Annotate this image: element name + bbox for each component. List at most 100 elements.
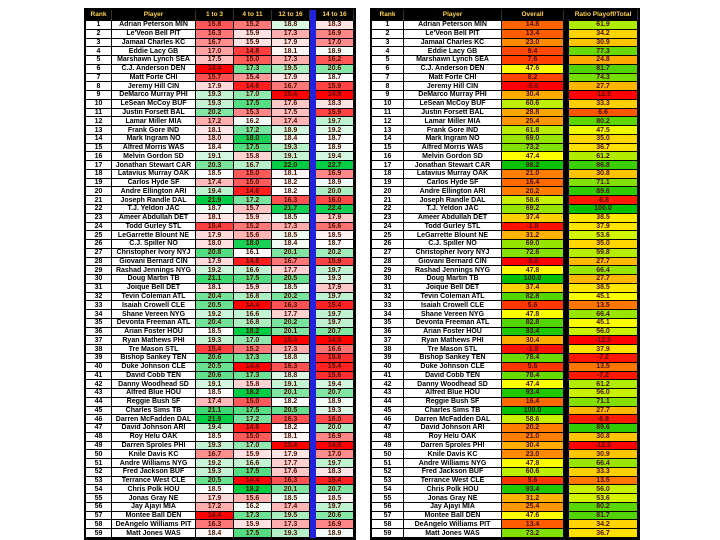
- player-cell: Tevin Coleman ATL: [112, 292, 196, 302]
- value-cell: 22.4: [316, 205, 354, 214]
- player-cell: LeSean McCoy BUF: [404, 99, 502, 109]
- player-cell: Latavius Murray OAK: [112, 169, 196, 179]
- value-cell: 100.0: [502, 406, 564, 416]
- rank-cell: 7: [372, 73, 404, 83]
- separator-bar: [564, 406, 569, 416]
- player-cell: Alfred Morris WAS: [404, 143, 502, 153]
- player-cell: Jeremy Hill CIN: [404, 82, 502, 92]
- value-cell: -12.5: [569, 91, 638, 100]
- separator-bar: [310, 301, 316, 311]
- column-header: Ratio Playoff/Total: [569, 10, 638, 21]
- column-header: Player: [112, 10, 196, 21]
- player-cell: Melvin Gordon SD: [404, 152, 502, 162]
- value-cell: 19.7: [316, 310, 354, 319]
- value-cell: 37.4: [502, 283, 564, 293]
- value-cell: 66.4: [569, 459, 638, 468]
- value-cell: 19.1: [196, 152, 234, 162]
- separator-bar: [564, 353, 569, 363]
- player-cell: DeAngelo Williams PIT: [404, 520, 502, 530]
- value-cell: 15.8: [234, 380, 272, 390]
- rank-cell: 12: [86, 117, 112, 127]
- player-cell: David Cobb TEN: [404, 371, 502, 381]
- rank-cell: 11: [86, 108, 112, 118]
- separator-bar: [564, 196, 569, 206]
- player-cell: Reggie Bush SF: [112, 397, 196, 407]
- value-cell: 82.8: [502, 292, 564, 302]
- value-cell: 30.9: [569, 450, 638, 460]
- value-cell: 18.0: [196, 240, 234, 249]
- player-cell: T.J. Yeldon JAC: [404, 205, 502, 214]
- player-cell: Mark Ingram NO: [112, 134, 196, 144]
- value-cell: 36.7: [569, 529, 638, 538]
- rank-cell: 53: [86, 476, 112, 486]
- player-cell: Charles Sims TB: [404, 406, 502, 416]
- rank-cell: 26: [86, 240, 112, 249]
- value-cell: 17.0: [234, 336, 272, 346]
- separator-bar: [564, 371, 569, 381]
- player-cell: Charles Sims TB: [112, 406, 196, 416]
- value-cell: 17.9: [196, 231, 234, 241]
- column-header: 4 to 11: [234, 10, 272, 21]
- value-cell: 21.9: [196, 196, 234, 206]
- player-cell: Knile Davis KC: [112, 450, 196, 460]
- value-cell: 14.6: [234, 257, 272, 267]
- separator-bar: [310, 380, 316, 390]
- value-cell: 15.2: [234, 222, 272, 232]
- value-cell: 30.4: [502, 441, 564, 451]
- separator-bar: [310, 266, 316, 276]
- separator-bar: [564, 257, 569, 267]
- value-cell: 5.6: [502, 301, 564, 311]
- player-cell: Andre Williams NYG: [404, 459, 502, 468]
- value-cell: 19.4: [316, 380, 354, 390]
- value-cell: 17.9: [316, 283, 354, 293]
- value-cell: 15.6: [234, 494, 272, 503]
- value-cell: 20.1: [272, 389, 310, 398]
- value-cell: 17.0: [316, 38, 354, 48]
- rank-cell: 59: [372, 529, 404, 538]
- value-cell: 15.0: [234, 56, 272, 65]
- value-cell: 100.0: [569, 205, 638, 214]
- value-cell: 19.3: [196, 336, 234, 346]
- value-cell: 21.9: [196, 415, 234, 425]
- value-cell: 8.2: [502, 73, 564, 83]
- value-cell: 47.8: [502, 310, 564, 319]
- separator-bar: [564, 450, 569, 460]
- value-cell: -12.5: [569, 336, 638, 346]
- separator-bar: [310, 108, 316, 118]
- rank-cell: 40: [86, 362, 112, 372]
- value-cell: 61.2: [569, 152, 638, 162]
- rank-cell: 2: [86, 29, 112, 39]
- separator-bar: [310, 476, 316, 486]
- rank-cell: 35: [86, 318, 112, 328]
- separator-bar: [310, 397, 316, 407]
- separator-bar: [310, 441, 316, 451]
- value-cell: 16.9: [316, 169, 354, 179]
- value-cell: 17.3: [234, 353, 272, 363]
- player-cell: Danny Woodhead SD: [404, 380, 502, 390]
- separator-bar: [310, 432, 316, 442]
- value-cell: 22.7: [316, 161, 354, 170]
- value-cell: 19.4: [196, 424, 234, 433]
- player-cell: Le'Veon Bell PIT: [404, 29, 502, 39]
- value-cell: 47.6: [502, 511, 564, 521]
- value-cell: 20.7: [316, 389, 354, 398]
- separator-bar: [310, 520, 316, 530]
- rank-cell: 1: [372, 21, 404, 30]
- value-cell: 78.4: [502, 371, 564, 381]
- rank-cell: 6: [86, 64, 112, 74]
- rank-cell: 54: [86, 485, 112, 495]
- value-cell: 19.2: [316, 126, 354, 135]
- separator-bar: [310, 64, 316, 74]
- value-cell: 20.2: [502, 187, 564, 197]
- value-cell: 14.6: [234, 82, 272, 92]
- separator-bar: [310, 283, 316, 293]
- value-cell: 19.5: [272, 511, 310, 521]
- separator-bar: [564, 301, 569, 311]
- player-cell: Andre Ellington ARI: [404, 187, 502, 197]
- value-cell: 72.6: [502, 248, 564, 258]
- value-cell: 19.3: [196, 91, 234, 100]
- value-cell: 19.1: [272, 152, 310, 162]
- rank-cell: 30: [372, 275, 404, 284]
- value-cell: 17.5: [234, 467, 272, 477]
- player-cell: Latavius Murray OAK: [404, 169, 502, 179]
